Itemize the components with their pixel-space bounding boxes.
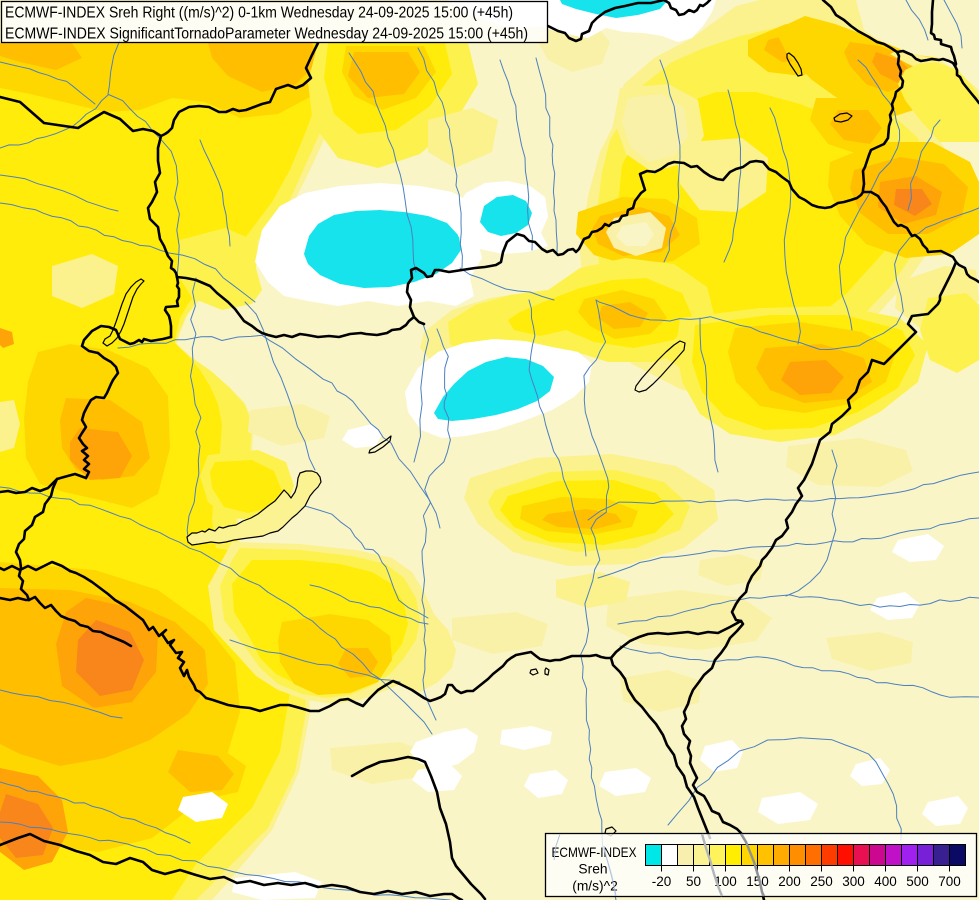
svg-text:300: 300 <box>842 874 865 889</box>
svg-text:ECMWF-INDEX: ECMWF-INDEX <box>552 845 637 860</box>
svg-text:(m/s)^2: (m/s)^2 <box>572 879 618 894</box>
svg-text:100: 100 <box>714 874 737 889</box>
svg-text:400: 400 <box>874 874 897 889</box>
svg-text:150: 150 <box>746 874 769 889</box>
svg-text:ECMWF-INDEX SignificantTornado: ECMWF-INDEX SignificantTornadoParameter … <box>5 26 528 43</box>
svg-text:500: 500 <box>906 874 929 889</box>
svg-text:50: 50 <box>686 874 701 889</box>
svg-text:200: 200 <box>778 874 801 889</box>
svg-text:250: 250 <box>810 874 833 889</box>
svg-text:-20: -20 <box>652 874 672 889</box>
svg-text:700: 700 <box>938 874 961 889</box>
svg-text:ECMWF-INDEX Sreh Right ((m/s)^: ECMWF-INDEX Sreh Right ((m/s)^2) 0-1km W… <box>5 5 513 22</box>
svg-text:Sreh: Sreh <box>578 862 607 877</box>
